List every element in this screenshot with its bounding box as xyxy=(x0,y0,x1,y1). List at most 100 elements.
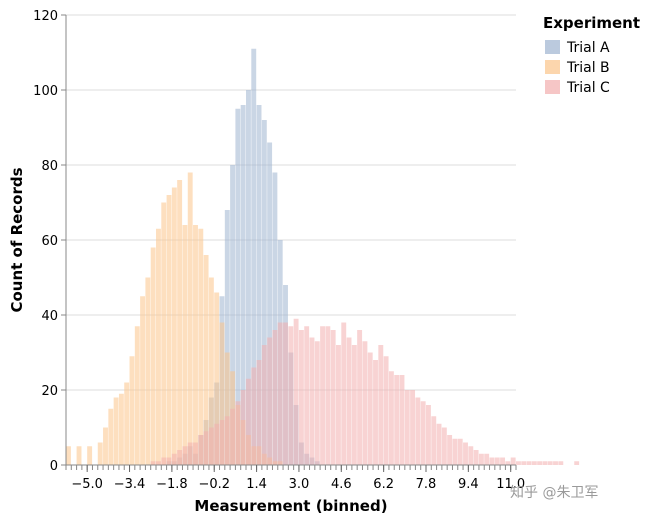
bar-trial-c xyxy=(526,461,532,465)
bar-trial-b xyxy=(66,446,71,465)
bar-trial-a xyxy=(256,105,262,465)
bar-trial-b xyxy=(97,442,103,465)
axes: 0 20 40 60 80 100 120 −5.0 −3.4 −1.8 −0.2 1.4 3.0 4.6… xyxy=(33,9,525,492)
bar-trial-b xyxy=(113,397,119,465)
bar-trial-c xyxy=(378,345,384,465)
bar-trial-c xyxy=(298,330,304,465)
bar-trial-b xyxy=(108,408,114,465)
bar-trial-c xyxy=(410,390,416,465)
bar-trial-c xyxy=(161,457,167,465)
bar-trial-c xyxy=(447,435,453,465)
bar-trial-b xyxy=(76,446,82,465)
bar-trial-c xyxy=(214,423,220,465)
bar-trial-b xyxy=(161,202,167,465)
x-tick-label: 6.2 xyxy=(373,477,394,492)
legend-label[interactable]: Trial A xyxy=(566,40,610,56)
bar-trial-c xyxy=(505,461,511,465)
bar-trial-c xyxy=(193,442,198,465)
bar-trial-b xyxy=(156,228,161,465)
bar-trial-c xyxy=(452,438,458,465)
bar-trial-c xyxy=(547,461,553,465)
bar-trial-c xyxy=(468,446,474,465)
y-axis-label: Count of Records xyxy=(8,167,26,312)
bar-trial-b xyxy=(214,292,220,465)
x-axis-label: Measurement (binned) xyxy=(194,497,387,515)
y-tick-label: 40 xyxy=(41,309,58,324)
bar-trial-c xyxy=(346,337,352,465)
bar-trial-c xyxy=(574,461,580,465)
y-tick-label: 120 xyxy=(33,9,58,24)
x-tick-label: −1.8 xyxy=(156,477,188,492)
x-tick-label: 4.6 xyxy=(331,477,352,492)
legend-swatch[interactable] xyxy=(545,60,560,74)
bar-trial-c xyxy=(277,322,283,465)
bar-trial-c xyxy=(531,461,537,465)
bar-trial-c xyxy=(288,326,294,465)
bar-trial-c xyxy=(457,438,463,465)
bar-trial-c xyxy=(494,457,500,465)
bar-trial-c xyxy=(304,326,310,465)
bar-trial-c xyxy=(251,367,257,465)
y-tick-label: 60 xyxy=(41,234,58,249)
bar-trial-c xyxy=(383,356,389,465)
bar-trial-c xyxy=(415,397,421,465)
bar-trial-c xyxy=(436,423,442,465)
bar-trial-c xyxy=(272,330,278,465)
x-tick-label: −5.0 xyxy=(71,477,103,492)
bar-trial-c xyxy=(246,378,251,465)
bar-trial-c xyxy=(500,457,506,465)
bar-trial-b xyxy=(145,277,151,465)
bar-trial-c xyxy=(150,461,156,465)
bar-trial-c xyxy=(320,326,326,465)
y-tick-label: 80 xyxy=(41,159,58,174)
bar-trial-c xyxy=(537,461,543,465)
bar-trial-c xyxy=(156,461,161,465)
x-tick-label: 11.0 xyxy=(496,477,525,492)
bar-trial-c xyxy=(367,352,373,465)
legend-label[interactable]: Trial C xyxy=(566,80,610,96)
legend[interactable]: Experiment Trial A Trial B Trial C xyxy=(543,14,640,96)
bar-trial-c xyxy=(166,457,172,465)
legend-swatch[interactable] xyxy=(545,40,560,54)
bar-trial-c xyxy=(187,442,193,465)
bar-trial-b xyxy=(177,180,183,465)
histogram-bars xyxy=(66,48,580,465)
bar-trial-b xyxy=(198,228,204,465)
x-tick-label: 1.4 xyxy=(246,477,267,492)
bar-trial-c xyxy=(283,322,288,465)
bar-trial-c xyxy=(510,457,516,465)
legend-label[interactable]: Trial B xyxy=(566,60,610,76)
legend-title: Experiment xyxy=(543,14,640,32)
bar-trial-c xyxy=(420,401,426,465)
bar-trial-a xyxy=(251,48,257,465)
bar-trial-b xyxy=(166,195,172,465)
bar-trial-c xyxy=(208,427,214,465)
bar-trial-b xyxy=(103,427,108,465)
bar-trial-b xyxy=(187,172,193,465)
bar-trial-b xyxy=(182,225,188,465)
bar-trial-c xyxy=(404,390,410,465)
bar-trial-b xyxy=(140,296,146,465)
bar-trial-c xyxy=(463,442,468,465)
bar-trial-a xyxy=(267,142,273,465)
x-tick-label: −3.4 xyxy=(114,477,146,492)
bar-trial-c xyxy=(431,416,437,465)
bar-trial-c xyxy=(182,446,188,465)
bar-trial-c xyxy=(394,375,400,465)
bar-trial-c xyxy=(362,341,368,465)
bar-trial-b xyxy=(193,225,198,465)
bar-trial-c xyxy=(330,330,336,465)
legend-swatch[interactable] xyxy=(545,80,560,94)
bar-trial-b xyxy=(87,446,93,465)
bar-trial-c xyxy=(357,330,363,465)
bar-trial-c xyxy=(441,427,447,465)
bar-trial-c xyxy=(553,461,558,465)
bar-trial-c xyxy=(399,375,405,465)
bar-trial-c xyxy=(336,345,341,465)
bar-trial-b xyxy=(203,255,209,465)
bar-trial-c xyxy=(314,341,320,465)
bar-trial-b xyxy=(124,382,130,465)
bar-trial-b xyxy=(134,326,140,465)
